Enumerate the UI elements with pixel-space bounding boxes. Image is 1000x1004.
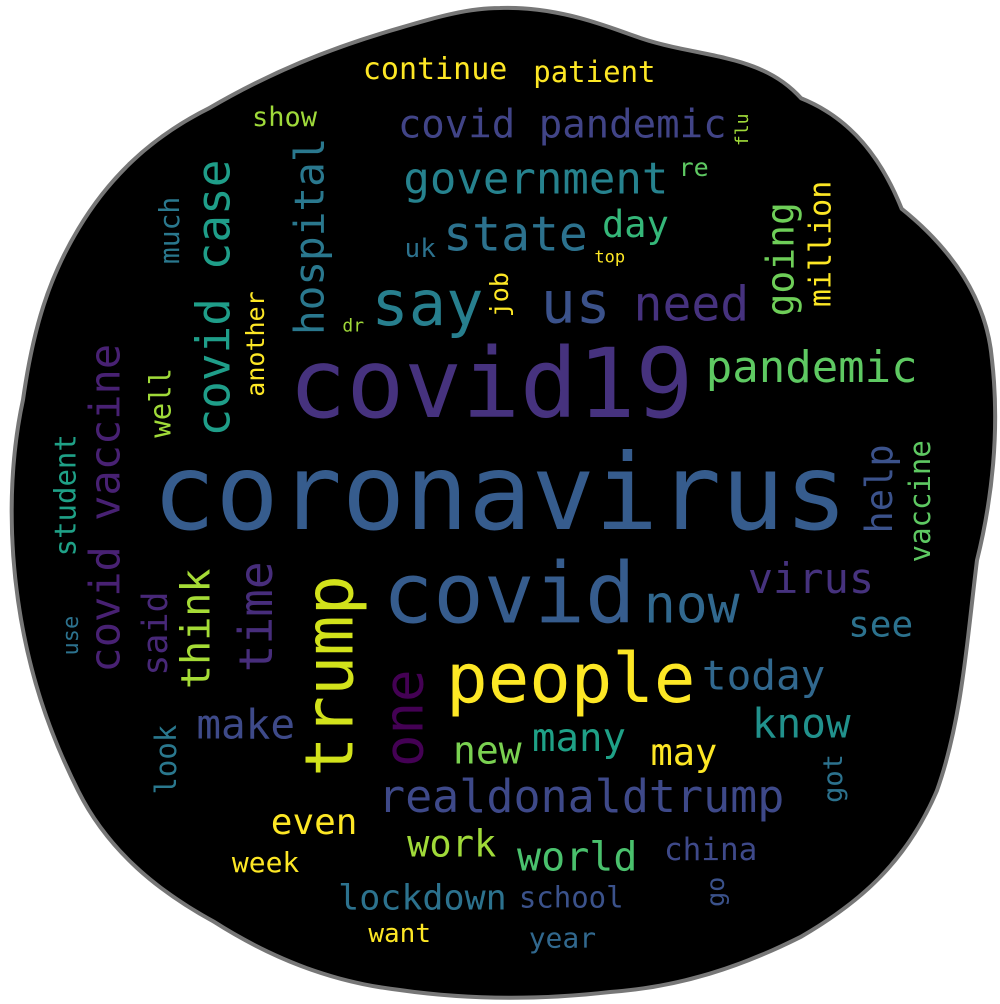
cloud-word: vaccine bbox=[903, 440, 937, 562]
cloud-word: want bbox=[368, 919, 431, 949]
cloud-word: going bbox=[758, 202, 802, 316]
cloud-word: world bbox=[517, 835, 637, 881]
cloud-word: show bbox=[252, 102, 318, 133]
cloud-word: year bbox=[529, 922, 596, 955]
cloud-word: re bbox=[679, 153, 709, 182]
cloud-word: us bbox=[541, 269, 611, 337]
cloud-word: know bbox=[752, 699, 851, 747]
cloud-word: one bbox=[373, 670, 436, 768]
cloud-word: covid19 bbox=[289, 328, 694, 440]
cloud-word: hospital bbox=[286, 138, 334, 335]
cloud-word: covid pandemic bbox=[398, 102, 727, 147]
cloud-word: pandemic bbox=[706, 342, 918, 393]
cloud-word: china bbox=[664, 832, 757, 868]
cloud-word: covid bbox=[383, 545, 636, 643]
cloud-word: work bbox=[407, 822, 496, 865]
cloud-word: patient bbox=[533, 55, 655, 89]
cloud-word: new bbox=[453, 728, 522, 772]
cloud-word: covid vaccine bbox=[81, 344, 130, 673]
cloud-word: look bbox=[149, 724, 183, 794]
cloud-word: help bbox=[858, 444, 901, 533]
cloud-word: state bbox=[443, 207, 588, 263]
cloud-background bbox=[13, 9, 994, 996]
cloud-word: covid case bbox=[187, 160, 241, 437]
cloud-word: another bbox=[241, 291, 270, 396]
cloud-word: got bbox=[818, 754, 849, 803]
cloud-word: job bbox=[485, 272, 514, 317]
cloud-word: coronavirus bbox=[152, 432, 847, 554]
cloud-word: million bbox=[804, 181, 839, 307]
cloud-shape bbox=[9, 5, 998, 1000]
cloud-word: go bbox=[701, 877, 730, 907]
cloud-word: lockdown bbox=[338, 879, 507, 919]
cloud-word: even bbox=[271, 802, 358, 843]
cloud-word: may bbox=[650, 731, 717, 774]
cloud-word: think bbox=[174, 569, 220, 689]
cloud-word: today bbox=[702, 651, 825, 699]
cloud-word: week bbox=[232, 846, 300, 879]
cloud-word: time bbox=[229, 561, 283, 672]
cloud-word: top bbox=[594, 248, 625, 268]
cloud-word: many bbox=[532, 716, 626, 761]
cloud-word: continue bbox=[363, 52, 508, 87]
cloud-word: say bbox=[371, 267, 483, 340]
cloud-word: make bbox=[196, 701, 295, 749]
cloud-word: school bbox=[519, 881, 624, 915]
cloud-word: people bbox=[446, 639, 695, 719]
cloud-word: see bbox=[848, 604, 913, 645]
cloud-word: much bbox=[153, 197, 186, 264]
cloud-word: realdonaldtrump bbox=[378, 770, 784, 823]
cloud-word: flu bbox=[732, 114, 753, 147]
cloud-word: now bbox=[644, 575, 740, 636]
cloud-word: said bbox=[136, 591, 176, 675]
cloud-word: uk bbox=[405, 234, 437, 264]
cloud-word: well bbox=[143, 368, 177, 438]
cloud-word: dr bbox=[342, 316, 364, 337]
cloud-word: trump bbox=[291, 575, 369, 777]
cloud-word: government bbox=[403, 154, 668, 205]
cloud-word: student bbox=[49, 434, 83, 556]
cloud-word: need bbox=[634, 276, 750, 332]
cloud-word: day bbox=[602, 203, 669, 246]
cloud-word: use bbox=[59, 616, 84, 656]
cloud-word: virus bbox=[748, 554, 874, 603]
